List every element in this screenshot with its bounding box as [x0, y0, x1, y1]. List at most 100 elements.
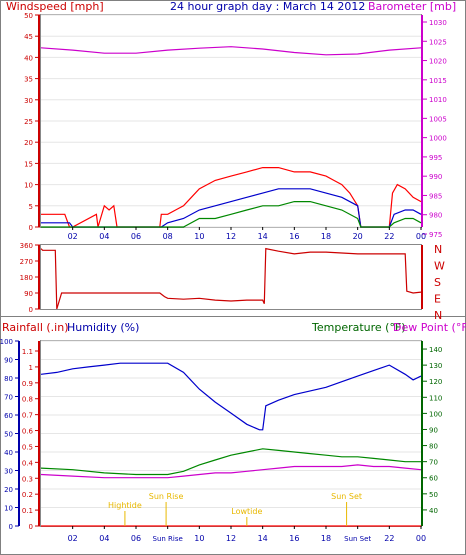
temperature-tick-label: 80 — [429, 443, 438, 451]
humidity-tick-label: 0 — [9, 523, 13, 531]
temperature-tick-label: 60 — [429, 475, 438, 483]
x-tick-label: 12 — [226, 232, 236, 241]
humidity-gridlines — [41, 340, 421, 527]
wind-tick-label: 40 — [24, 54, 33, 62]
series-barometer — [40, 46, 422, 56]
rain-tick-label: 1.1 — [22, 348, 33, 356]
x-tick-label: Sun Set — [344, 535, 371, 543]
rain-tick-label: 0.9 — [22, 380, 33, 388]
compass-label: E — [434, 293, 441, 306]
baro-tick-label: 1020 — [429, 58, 447, 66]
direction-tick-label: 270 — [20, 258, 33, 266]
baro-tick-label: 1030 — [429, 19, 447, 27]
series-wind-low — [41, 201, 422, 228]
compass-label: N — [434, 309, 442, 322]
x-tick-label: 18 — [321, 534, 331, 543]
x-tick-label: 16 — [289, 534, 299, 543]
wind-tick-label: 45 — [24, 33, 33, 41]
x-tick-label: 04 — [99, 232, 109, 241]
temperature-tick-label: 100 — [429, 410, 442, 418]
direction-series — [40, 247, 422, 310]
humidity-tick-label: 90 — [4, 357, 13, 365]
series-temperature — [40, 448, 421, 476]
humidity-axes: 0 10 20 30 40 50 60 70 80 90 100 0 0.1 0.2 0.3 0.4 0.5 0.… — [0, 338, 442, 531]
temperature-tick-label: 70 — [429, 459, 438, 467]
wind-tick-label: 5 — [29, 203, 33, 211]
humidity-tick-label: 20 — [4, 486, 13, 494]
humidity-tick-label: 50 — [4, 431, 13, 439]
baro-tick-label: 1000 — [429, 135, 447, 143]
baro-tick-label: 1010 — [429, 96, 447, 104]
chart-title: 24 hour graph day : March 14 2012 — [170, 0, 365, 13]
lowtide-annotation: Lowtide — [231, 507, 262, 516]
direction-tick-label: 360 — [20, 242, 33, 250]
wind-axis-label: Windspeed [mph] — [6, 0, 104, 13]
temperature-tick-label: 110 — [429, 394, 442, 402]
rain-tick-label: 0.8 — [22, 396, 33, 404]
humidity-axis-label: Humidity (%) — [67, 321, 139, 334]
wind-tick-label: 15 — [24, 160, 33, 168]
x-tick-label: 06 — [131, 232, 141, 241]
wind-axis: 0 5 10 15 20 25 30 35 40 45 50 — [24, 12, 40, 232]
x-tick-label: 02 — [68, 534, 78, 543]
humidity-tick-label: 70 — [4, 394, 13, 402]
baro-tick-label: 1025 — [429, 38, 447, 46]
rain-tick-label: 0 — [29, 523, 33, 531]
wind-gridlines — [41, 14, 421, 228]
direction-tick-label: 0 — [29, 306, 33, 314]
rain-tick-label: 0.2 — [22, 491, 33, 499]
x-tick-label: 14 — [258, 534, 268, 543]
compass-label: S — [434, 276, 441, 289]
rain-tick-label: 0.6 — [22, 428, 34, 436]
temperature-tick-label: 40 — [429, 507, 438, 515]
sunset-annotation: Sun Set — [331, 492, 362, 501]
baro-tick-label: 990 — [429, 173, 442, 181]
humidity-tick-label: 30 — [4, 468, 13, 476]
wind-tick-label: 0 — [29, 224, 33, 232]
direction-tick-label: 90 — [24, 290, 33, 298]
baro-tick-label: 995 — [429, 154, 442, 162]
wind-tick-label: 35 — [24, 76, 33, 84]
humidity-tick-label: 10 — [4, 505, 13, 513]
wind-series — [40, 46, 422, 228]
temperature-tick-label: 140 — [429, 346, 442, 354]
series-humidity — [40, 362, 422, 431]
rain-tick-label: 0.7 — [22, 412, 33, 420]
hightide-annotation: Hightide — [108, 501, 142, 510]
compass-label: W — [434, 260, 445, 273]
baro-tick-label: 975 — [429, 231, 442, 239]
wind-x-axis: 02 04 06 08 10 12 14 16 18 20 22 00 — [68, 227, 426, 241]
rain-tick-label: 1 — [29, 364, 33, 372]
x-tick-label: 04 — [99, 534, 109, 543]
x-tick-label: 02 — [68, 232, 78, 241]
baro-tick-label: 985 — [429, 192, 442, 200]
rain-tick-label: 0.3 — [22, 475, 33, 483]
x-tick-label: 18 — [321, 232, 331, 241]
series-wind-average — [41, 188, 422, 228]
sunrise-annotation: Sun Rise — [149, 492, 184, 501]
series-dew-point — [40, 464, 422, 479]
temperature-tick-label: 120 — [429, 378, 442, 386]
humidity-tick-label: 100 — [0, 338, 13, 346]
temperature-axis-label: Temperature (°F) — [311, 321, 406, 334]
x-tick-label: 16 — [289, 232, 299, 241]
humidity-tick-label: 80 — [4, 375, 13, 383]
baro-axis: 975 980 985 990 995 1000 1005 1010 1015 1020 1025 1… — [421, 15, 447, 239]
baro-axis-label: Barometer [mb] — [368, 0, 456, 13]
wind-tick-label: 30 — [24, 97, 33, 105]
compass-label: N — [434, 243, 442, 256]
rain-tick-label: 0.5 — [22, 443, 33, 451]
baro-tick-label: 980 — [429, 212, 442, 220]
wind-tick-label: 10 — [24, 182, 33, 190]
humidity-tick-label: 60 — [4, 412, 13, 420]
rain-tick-label: 0.1 — [22, 507, 33, 515]
wind-tick-label: 25 — [24, 118, 33, 126]
x-tick-label: 10 — [194, 232, 204, 241]
x-tick-label: 06 — [131, 534, 141, 543]
x-tick-label: 20 — [353, 232, 363, 241]
direction-tick-label: 180 — [20, 274, 33, 282]
series-wind-direction — [40, 247, 422, 310]
dewpoint-axis-label: Dew Point (°F) — [393, 321, 466, 334]
